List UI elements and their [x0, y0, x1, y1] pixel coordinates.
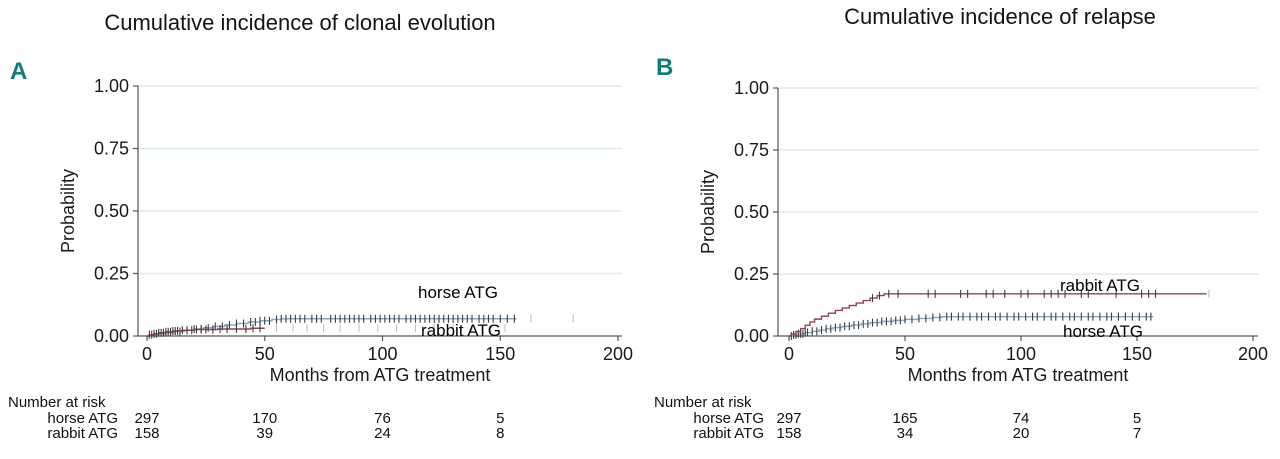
nar-value-horse-atg-t0: 297: [134, 410, 160, 427]
panel-b-plot: 0.00 0.25 0.50 0.75 1.00 0 50 100 150 200 Months f…: [698, 78, 1268, 385]
nar-value-horse-atg-t0: 297: [776, 410, 802, 427]
y-tick-label: 0.00: [734, 326, 769, 346]
x-tick-label: 50: [895, 344, 915, 364]
curve-label-rabbit-atg: rabbit ATG: [421, 321, 501, 340]
panel-a-title: Cumulative incidence of clonal evolution: [104, 10, 496, 35]
nar-value-rabbit-atg-t150: 7: [1132, 425, 1142, 442]
x-tick-label: 200: [1238, 344, 1268, 364]
y-tick-label: 0.25: [94, 264, 129, 284]
panel-b-letter: B: [656, 54, 674, 81]
nar-row-label-rabbit-atg: rabbit ATG: [47, 425, 118, 442]
x-tick-label: 150: [485, 344, 515, 364]
y-tick-label: 0.25: [734, 264, 769, 284]
panel-a-number-at-risk-table: Number at risk horse ATG 297 170 76 5 rabbit A…: [0, 393, 640, 459]
y-tick-label: 0.50: [94, 201, 129, 221]
nar-value-horse-atg-t100: 74: [1012, 410, 1030, 427]
y-tick-label: 1.00: [94, 76, 129, 96]
x-tick-label: 200: [603, 344, 633, 364]
panel-b-number-at-risk-table: Number at risk horse ATG 297 165 74 5 rabbit A…: [640, 393, 1280, 459]
curve-label-horse-atg: horse ATG: [418, 283, 498, 302]
nar-value-horse-atg-t50: 165: [892, 410, 918, 427]
y-tick-label: 0.75: [94, 139, 129, 159]
curve-label-rabbit-atg: rabbit ATG: [1060, 276, 1140, 295]
x-tick-label: 100: [1006, 344, 1036, 364]
x-axis-title: Months from ATG treatment: [270, 365, 491, 385]
nar-value-horse-atg-t150: 5: [496, 410, 505, 427]
nar-header: Number at risk: [8, 394, 106, 411]
nar-value-rabbit-atg-t100: 20: [1012, 425, 1030, 442]
x-tick-label: 0: [142, 344, 152, 364]
nar-value-horse-atg-t100: 76: [374, 410, 391, 427]
nar-value-rabbit-atg-t50: 34: [896, 425, 914, 442]
panel-b: Cumulative incidence of relapse B 0.00 0.…: [640, 0, 1280, 459]
nar-value-rabbit-atg-t150: 8: [496, 425, 505, 442]
nar-row-label-horse-atg: horse ATG: [47, 410, 118, 427]
curve-rabbit-atg: [789, 293, 1207, 337]
curve-label-horse-atg: horse ATG: [1063, 322, 1143, 341]
y-tick-label: 0.50: [734, 202, 769, 222]
nar-header: Number at risk: [654, 394, 752, 411]
nar-value-horse-atg-t150: 5: [1132, 410, 1142, 427]
panel-b-title: Cumulative incidence of relapse: [844, 4, 1156, 29]
x-tick-label: 100: [367, 344, 397, 364]
nar-value-rabbit-atg-t100: 24: [374, 425, 391, 442]
x-tick-label: 150: [1122, 344, 1152, 364]
x-tick-label: 0: [784, 344, 794, 364]
panel-a-letter: A: [10, 58, 28, 85]
nar-value-rabbit-atg-t0: 158: [776, 425, 802, 442]
y-tick-label: 0.75: [734, 140, 769, 160]
x-tick-label: 50: [255, 344, 275, 364]
y-tick-label: 1.00: [734, 78, 769, 98]
y-axis-title: Probability: [58, 169, 78, 253]
panel-a-plot: 0.00 0.25 0.50 0.75 1.00 0 50 100 150 200 Months f…: [58, 76, 633, 385]
nar-value-rabbit-atg-t0: 158: [134, 425, 160, 442]
x-axis-title: Months from ATG treatment: [908, 365, 1129, 385]
nar-value-horse-atg-t50: 170: [252, 410, 278, 427]
nar-row-label-rabbit-atg: rabbit ATG: [693, 425, 764, 442]
nar-value-rabbit-atg-t50: 39: [256, 425, 274, 442]
y-tick-label: 0.00: [94, 326, 129, 346]
panel-a: Cumulative incidence of clonal evolution…: [0, 10, 640, 459]
nar-row-label-horse-atg: horse ATG: [693, 410, 764, 427]
y-axis-title: Probability: [698, 170, 718, 254]
